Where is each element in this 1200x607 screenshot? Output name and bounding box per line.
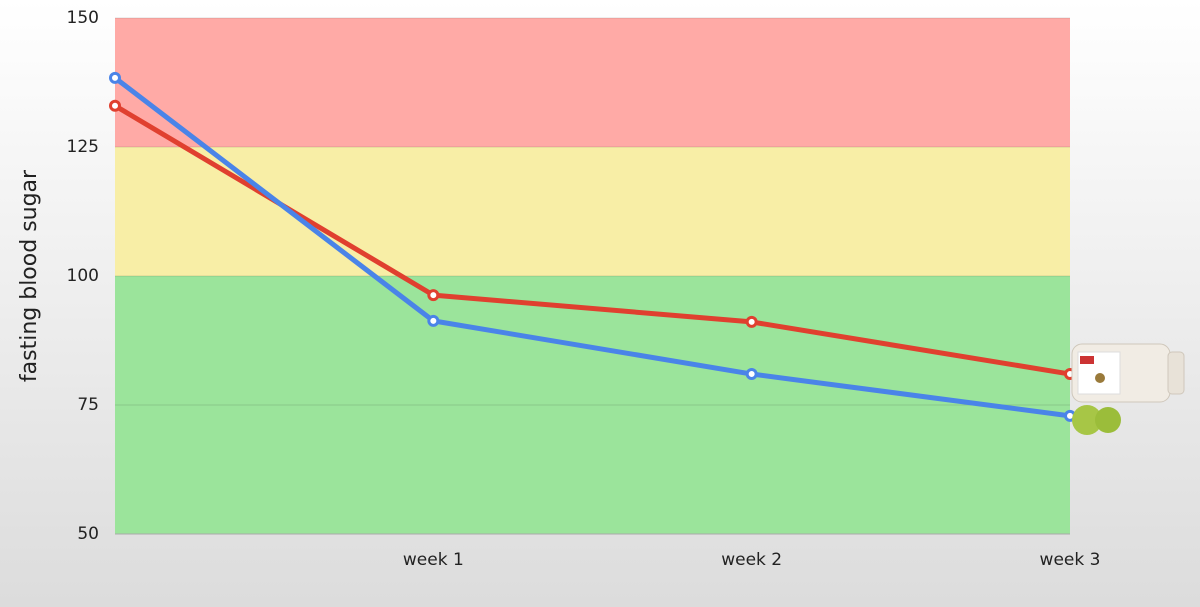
data-point [427, 314, 440, 327]
grid [115, 17, 1070, 535]
x-tick-label: week 2 [721, 550, 782, 570]
band [115, 276, 1070, 534]
data-point [109, 99, 121, 112]
data-point [745, 368, 758, 381]
data-point [427, 289, 440, 302]
labels: 50 75 100 125 150 week 1 week 2 week 3 [67, 8, 1101, 570]
apple-icon [1072, 405, 1121, 435]
x-tick-label: week 3 [1040, 550, 1101, 570]
y-tick-label: 100 [67, 266, 99, 286]
data-point [109, 71, 121, 84]
y-tick-label: 125 [67, 137, 99, 157]
medication-icon [1071, 343, 1185, 403]
series-line [113, 75, 1071, 419]
y-axis-label: fasting blood sugar [17, 169, 42, 382]
band [115, 147, 1070, 276]
band [115, 18, 1070, 147]
y-tick-label: 150 [67, 8, 99, 28]
y-tick-label: 50 [77, 524, 99, 544]
x-tick-label: week 1 [403, 550, 464, 570]
y-tick-label: 75 [77, 395, 99, 415]
lines [109, 71, 1076, 422]
data-point [745, 315, 758, 328]
bands [115, 18, 1070, 534]
